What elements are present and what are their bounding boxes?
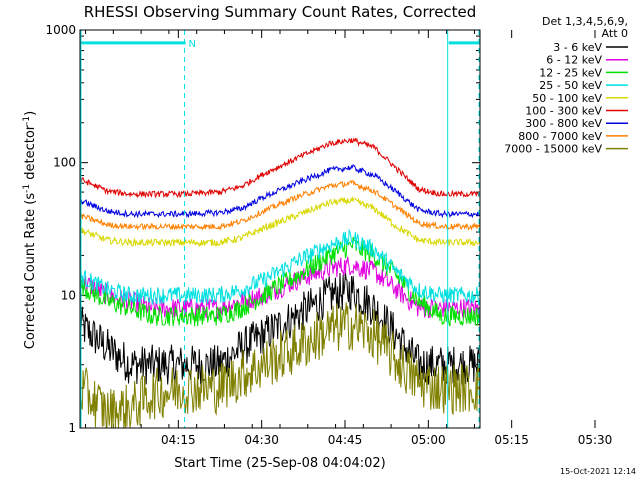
legend-entry-label: 800 - 7000 keV (518, 130, 602, 143)
flag-label: N (189, 39, 196, 50)
svg-text:Corrected Count Rate (s-1 dete: Corrected Count Rate (s-1 detector-1) (22, 111, 38, 349)
legend-entry-label: 3 - 6 keV (553, 41, 602, 54)
x-tick-label: 04:45 (328, 433, 363, 447)
x-axis-label: Start Time (25-Sep-08 04:04:02) (174, 456, 385, 471)
series-line (79, 236, 481, 327)
y-label-sup2: -1 (22, 116, 32, 125)
y-tick-label: 100 (53, 156, 76, 170)
y-label-mid: detector (23, 124, 38, 184)
legend-entry-label: 50 - 100 keV (532, 92, 602, 105)
y-tick-label: 1000 (45, 23, 76, 37)
series-line (79, 256, 481, 320)
x-tick-label: 04:15 (161, 433, 196, 447)
legend-entry-label: 100 - 300 keV (525, 105, 602, 118)
footer-timestamp: 15-Oct-2021 12:14 (560, 467, 636, 476)
series-line (79, 302, 481, 429)
x-tick-label: 05:30 (578, 433, 613, 447)
y-label-main: Corrected Count Rate (s (23, 193, 38, 350)
series-line (79, 163, 481, 219)
series-line (79, 228, 481, 306)
series-line (79, 137, 481, 199)
legend-entry-label: 300 - 800 keV (525, 117, 602, 130)
series-line (79, 272, 481, 385)
axes: 1 10 100 1000 04:15 04:30 04:45 05:00 05:15 05:30 (45, 23, 612, 447)
attenuator-flags: N (80, 30, 480, 428)
legend-entry-label: 6 - 12 keV (546, 54, 602, 67)
y-label-end: ) (23, 111, 38, 116)
legend-entry-label: 12 - 25 keV (539, 66, 602, 79)
x-tick-label: 05:15 (494, 433, 529, 447)
y-tick-label: 1 (68, 421, 76, 435)
legend-header-2: Att 0 (602, 27, 628, 40)
series-line (79, 179, 481, 231)
plot-lines (79, 137, 481, 429)
x-tick-label: 05:00 (411, 433, 446, 447)
legend-entry-label: 7000 - 15000 keV (504, 143, 602, 156)
legend-header-1: Det 1,3,4,5,6,9, (542, 15, 628, 28)
chart-title: RHESSI Observing Summary Count Rates, Co… (84, 3, 477, 21)
series-line (79, 196, 481, 248)
legend-entry-label: 25 - 50 keV (539, 79, 602, 92)
y-axis-label: Corrected Count Rate (s-1 detector-1) (22, 111, 38, 349)
x-tick-label: 04:30 (244, 433, 279, 447)
y-label-sup1: -1 (22, 184, 32, 193)
y-tick-label: 10 (61, 288, 76, 302)
plot-frame (79, 29, 481, 429)
